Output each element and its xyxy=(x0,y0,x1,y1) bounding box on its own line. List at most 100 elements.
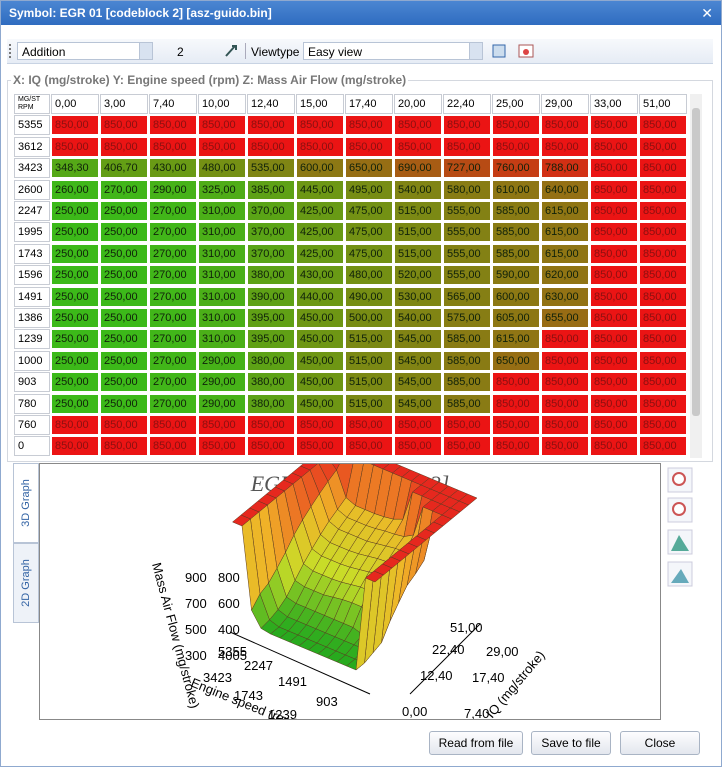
map-cell[interactable]: 270,00 xyxy=(149,329,197,350)
map-cell[interactable]: 850,00 xyxy=(100,115,148,136)
map-cell[interactable]: 850,00 xyxy=(198,136,246,157)
map-cell[interactable]: 850,00 xyxy=(541,329,589,350)
map-cell[interactable]: 495,00 xyxy=(345,179,393,200)
map-cell[interactable]: 380,00 xyxy=(247,350,295,371)
map-cell[interactable]: 450,00 xyxy=(296,350,344,371)
map-cell[interactable]: 250,00 xyxy=(100,201,148,221)
map-cell[interactable]: 270,00 xyxy=(149,350,197,371)
map-cell[interactable]: 850,00 xyxy=(639,179,687,200)
map-cell[interactable]: 850,00 xyxy=(639,350,687,371)
map-cell[interactable]: 850,00 xyxy=(541,115,589,136)
map-cell[interactable]: 850,00 xyxy=(198,436,246,457)
map-cell[interactable]: 850,00 xyxy=(639,265,687,286)
map-cell[interactable]: 250,00 xyxy=(100,286,148,307)
map-cell[interactable]: 348,30 xyxy=(51,158,99,179)
map-cell[interactable]: 250,00 xyxy=(100,265,148,286)
map-cell[interactable]: 270,00 xyxy=(149,222,197,243)
map-cell[interactable]: 540,00 xyxy=(394,308,442,328)
toolbar-icons[interactable] xyxy=(489,42,545,60)
map-cell[interactable]: 850,00 xyxy=(639,158,687,179)
map-cell[interactable]: 270,00 xyxy=(149,372,197,393)
map-cell[interactable]: 655,00 xyxy=(541,308,589,328)
map-cell[interactable]: 310,00 xyxy=(198,265,246,286)
map-cell[interactable]: 250,00 xyxy=(100,393,148,414)
map-cell[interactable]: 310,00 xyxy=(198,308,246,328)
map-cell[interactable]: 850,00 xyxy=(247,136,295,157)
map-cell[interactable]: 850,00 xyxy=(541,393,589,414)
map-cell[interactable]: 850,00 xyxy=(590,393,638,414)
map-cell[interactable]: 850,00 xyxy=(590,286,638,307)
map-cell[interactable]: 310,00 xyxy=(198,243,246,264)
map-cell[interactable]: 555,00 xyxy=(443,243,491,264)
map-cell[interactable]: 310,00 xyxy=(198,201,246,221)
map-cell[interactable]: 585,00 xyxy=(443,393,491,414)
map-cell[interactable]: 380,00 xyxy=(247,372,295,393)
map-cell[interactable]: 850,00 xyxy=(590,265,638,286)
map-cell[interactable]: 450,00 xyxy=(296,308,344,328)
map-cell[interactable]: 585,00 xyxy=(443,350,491,371)
map-cell[interactable]: 310,00 xyxy=(198,222,246,243)
map-cell[interactable]: 850,00 xyxy=(100,415,148,435)
map-cell[interactable]: 850,00 xyxy=(639,201,687,221)
map-cell[interactable]: 260,00 xyxy=(51,179,99,200)
map-cell[interactable]: 515,00 xyxy=(345,393,393,414)
close-button[interactable]: Close xyxy=(620,731,700,755)
map-cell[interactable]: 850,00 xyxy=(394,115,442,136)
map-cell[interactable]: 290,00 xyxy=(149,179,197,200)
map-cell[interactable]: 850,00 xyxy=(590,243,638,264)
map-cell[interactable]: 850,00 xyxy=(639,243,687,264)
map-cell[interactable]: 310,00 xyxy=(198,286,246,307)
map-cell[interactable]: 585,00 xyxy=(443,329,491,350)
map-cell[interactable]: 850,00 xyxy=(590,158,638,179)
map-cell[interactable]: 575,00 xyxy=(443,308,491,328)
map-cell[interactable]: 480,00 xyxy=(345,265,393,286)
map-cell[interactable]: 605,00 xyxy=(492,308,540,328)
map-cell[interactable]: 406,70 xyxy=(100,158,148,179)
map-cell[interactable]: 850,00 xyxy=(247,115,295,136)
map-cell[interactable]: 370,00 xyxy=(247,222,295,243)
map-cell[interactable]: 600,00 xyxy=(296,158,344,179)
map-cell[interactable]: 250,00 xyxy=(51,329,99,350)
map-cell[interactable]: 310,00 xyxy=(198,329,246,350)
map-cell[interactable]: 425,00 xyxy=(296,201,344,221)
map-cell[interactable]: 850,00 xyxy=(247,415,295,435)
map-cell[interactable]: 545,00 xyxy=(394,393,442,414)
map-cell[interactable]: 850,00 xyxy=(51,436,99,457)
map-cell[interactable]: 395,00 xyxy=(247,308,295,328)
map-cell[interactable]: 250,00 xyxy=(100,329,148,350)
map-cell[interactable]: 850,00 xyxy=(51,115,99,136)
map-cell[interactable]: 850,00 xyxy=(492,436,540,457)
map-cell[interactable]: 690,00 xyxy=(394,158,442,179)
map-cell[interactable]: 850,00 xyxy=(394,436,442,457)
map-cell[interactable]: 615,00 xyxy=(541,201,589,221)
map-cell[interactable]: 850,00 xyxy=(639,136,687,157)
map-cell[interactable]: 850,00 xyxy=(590,179,638,200)
map-cell[interactable]: 515,00 xyxy=(394,222,442,243)
map-cell[interactable]: 475,00 xyxy=(345,201,393,221)
map-cell[interactable]: 850,00 xyxy=(541,136,589,157)
map-cell[interactable]: 850,00 xyxy=(51,136,99,157)
map-cell[interactable]: 850,00 xyxy=(492,372,540,393)
map-cell[interactable]: 270,00 xyxy=(149,201,197,221)
map-cell[interactable]: 475,00 xyxy=(345,243,393,264)
map-cell[interactable]: 370,00 xyxy=(247,243,295,264)
map-cell[interactable]: 545,00 xyxy=(394,350,442,371)
map-cell[interactable]: 500,00 xyxy=(345,308,393,328)
map-cell[interactable]: 850,00 xyxy=(443,415,491,435)
map-cell[interactable]: 850,00 xyxy=(296,136,344,157)
map-cell[interactable]: 850,00 xyxy=(639,372,687,393)
map-cell[interactable]: 545,00 xyxy=(394,329,442,350)
map-cell[interactable]: 545,00 xyxy=(394,372,442,393)
map-cell[interactable]: 850,00 xyxy=(590,436,638,457)
map-cell[interactable]: 515,00 xyxy=(394,243,442,264)
map-cell[interactable]: 515,00 xyxy=(394,201,442,221)
map-cell[interactable]: 850,00 xyxy=(590,308,638,328)
close-icon[interactable]: ✕ xyxy=(701,5,713,21)
map-cell[interactable]: 250,00 xyxy=(51,222,99,243)
map-cell[interactable]: 250,00 xyxy=(51,243,99,264)
map-cell[interactable]: 250,00 xyxy=(51,265,99,286)
map-cell[interactable]: 610,00 xyxy=(492,179,540,200)
map-cell[interactable]: 290,00 xyxy=(198,372,246,393)
map-cell[interactable]: 585,00 xyxy=(492,243,540,264)
map-cell[interactable]: 450,00 xyxy=(296,393,344,414)
